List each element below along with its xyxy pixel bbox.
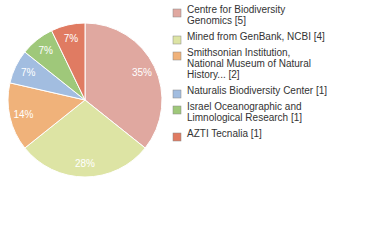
legend-item: Mined from GenBank, NCBI [4] (173, 31, 325, 44)
legend-swatch (173, 9, 181, 17)
data-labels: 35%28%14%7%7%7% (13, 33, 152, 169)
data-label: 14% (13, 109, 33, 120)
slices (8, 23, 162, 177)
data-label: 7% (38, 45, 53, 56)
legend-item: Naturalis Biodiversity Center [1] (173, 85, 327, 98)
legend-item: Israel Oceanographic andLimnological Res… (173, 101, 302, 123)
legend-item: Smithsonian Institution,National Museum … (173, 47, 311, 80)
chart: 35%28%14%7%7%7%Centre for BiodiversityGe… (0, 0, 380, 240)
legend-swatch (173, 52, 181, 60)
legend-swatch (173, 90, 181, 98)
legend-label: Centre for BiodiversityGenomics [5] (187, 4, 285, 26)
legend-label: Israel Oceanographic andLimnological Res… (187, 101, 302, 123)
legend-swatch (173, 133, 181, 141)
legend-item: Centre for BiodiversityGenomics [5] (173, 4, 285, 26)
legend-label: Naturalis Biodiversity Center [1] (187, 85, 327, 96)
legend-label: AZTI Tecnalia [1] (187, 128, 262, 139)
legend-label: Mined from GenBank, NCBI [4] (187, 31, 325, 42)
legend: Centre for BiodiversityGenomics [5] Mined… (173, 4, 327, 141)
pie-slice (52, 23, 85, 100)
data-label: 7% (64, 33, 79, 44)
legend-swatch (173, 106, 181, 114)
legend-item: AZTI Tecnalia [1] (173, 128, 262, 141)
data-label: 7% (21, 67, 36, 78)
legend-swatch (173, 36, 181, 44)
data-label: 28% (75, 158, 95, 169)
plot-area: 35%28%14%7%7%7% (8, 23, 162, 177)
legend-label: Smithsonian Institution,National Museum … (187, 47, 311, 80)
data-label: 35% (132, 67, 152, 78)
